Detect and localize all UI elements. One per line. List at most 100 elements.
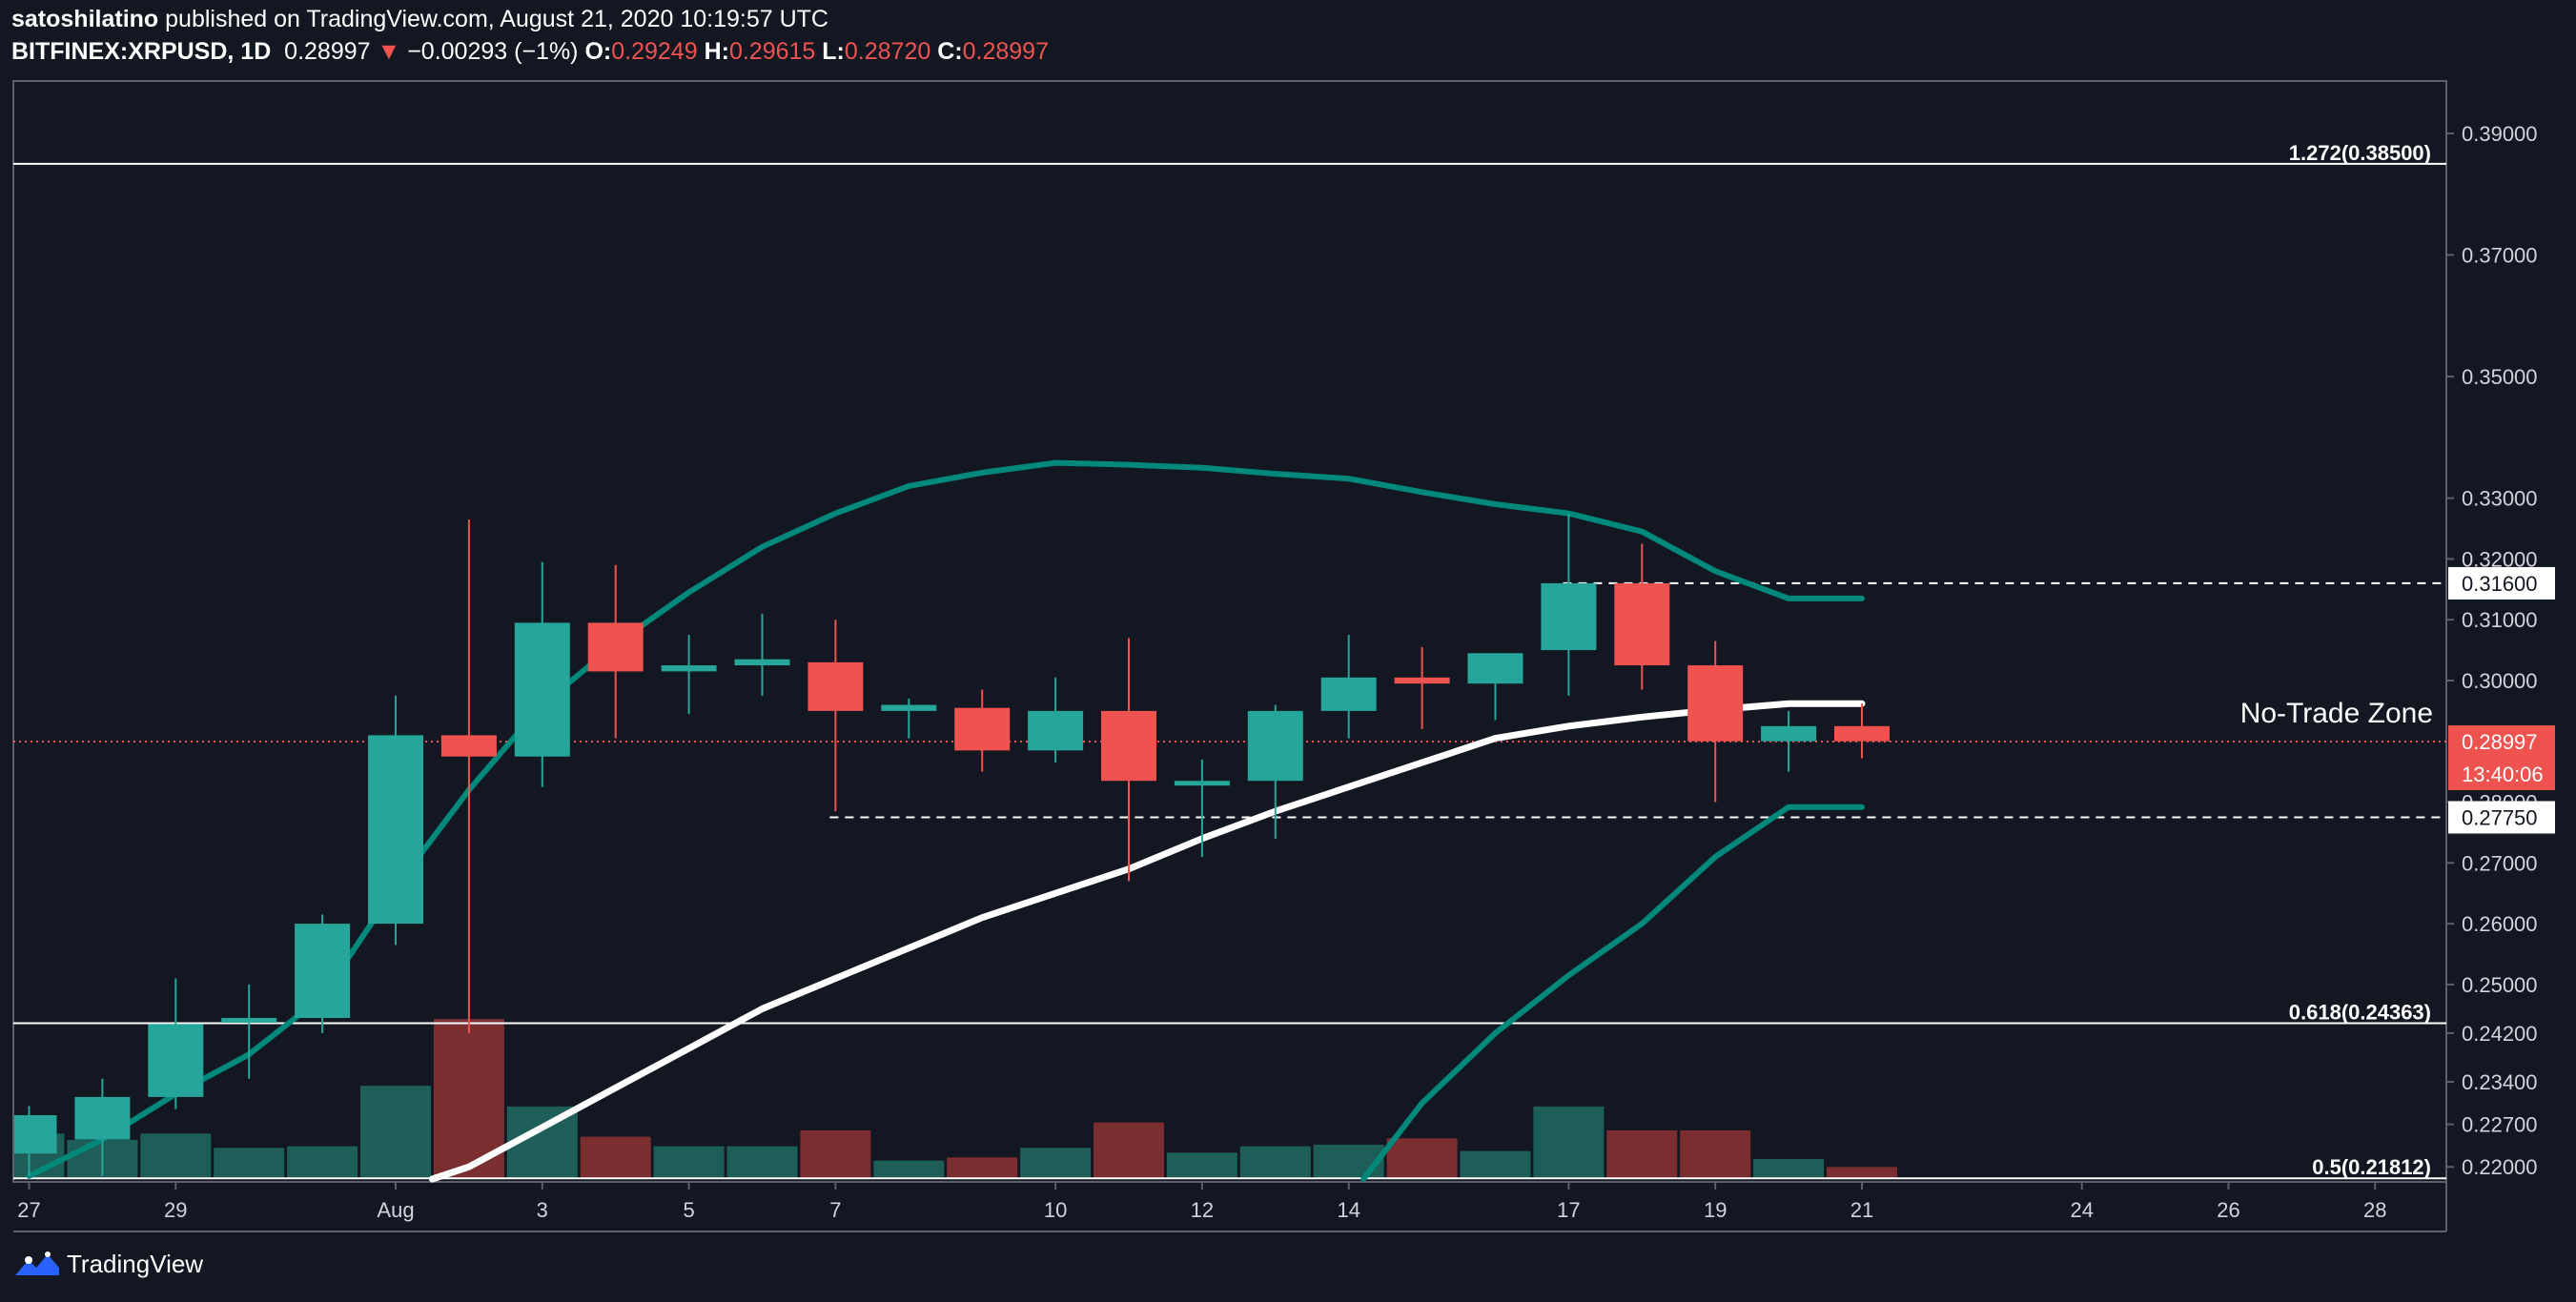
time-tick-label: Aug (377, 1198, 414, 1222)
volume-bar (1460, 1150, 1531, 1178)
price-tick-label: 0.30000 (2462, 669, 2538, 693)
tradingview-footer[interactable]: TradingView (13, 1250, 203, 1279)
down-arrow-icon: ▼ (377, 38, 401, 65)
candle-body (295, 924, 351, 1018)
time-tick-label: 24 (2070, 1198, 2093, 1222)
price-tick-label: 0.27000 (2462, 851, 2538, 875)
price-tick-label: 0.35000 (2462, 365, 2538, 389)
low-value: 0.28720 (844, 38, 931, 65)
candle-body (587, 622, 644, 672)
price-tick-label: 0.33000 (2462, 487, 2538, 511)
candle-body (1174, 781, 1230, 786)
last-price-tag-label: 0.28997 (2462, 730, 2538, 754)
candle-body (514, 622, 570, 757)
level-price-tag (2448, 801, 2555, 834)
candle-body (221, 1017, 277, 1023)
no-trade-zone-label: No-Trade Zone (2240, 698, 2433, 729)
price-tick-label: 0.22700 (2462, 1113, 2538, 1137)
volume-bar (140, 1133, 212, 1178)
price-tick-label: 0.23400 (2462, 1070, 2538, 1094)
fib-level-label: 1.272(0.38500) (2289, 141, 2431, 165)
volume-bar (1827, 1167, 1897, 1178)
volume-bar (800, 1129, 871, 1178)
open-value: 0.29249 (611, 38, 698, 65)
tradingview-logo-icon (15, 1251, 59, 1275)
candle-body (1834, 725, 1890, 742)
candle-body (1028, 710, 1084, 751)
level-price-tag (2448, 566, 2555, 600)
time-tick-label: 26 (2217, 1198, 2239, 1222)
high-value: 0.29615 (728, 38, 816, 65)
close-value: 0.28997 (962, 38, 1049, 65)
price-change: −0.00293 (−1%) (407, 38, 579, 65)
volume-bar (653, 1146, 725, 1178)
author-name[interactable]: satoshilatino (11, 6, 159, 32)
candle-body (1687, 665, 1744, 742)
candle-body (954, 707, 1011, 751)
time-tick-label: 28 (2363, 1198, 2386, 1222)
last-price: 0.28997 (284, 38, 371, 65)
volume-bar (1533, 1106, 1605, 1178)
volume-bar (580, 1136, 651, 1178)
candle-body (1247, 710, 1303, 782)
volume-bar (1606, 1129, 1678, 1178)
candle-body (881, 704, 937, 711)
price-tick-label: 0.22000 (2462, 1155, 2538, 1179)
publish-text: published on TradingView.com, August 21,… (158, 6, 828, 32)
low-label: L: (822, 38, 845, 65)
candle-body (1394, 677, 1450, 684)
candle-body (148, 1024, 204, 1097)
symbol-label[interactable]: BITFINEX:XRPUSD, 1D (11, 38, 272, 65)
bollinger-upper-band (26, 459, 1865, 1179)
high-label: H: (704, 38, 729, 65)
symbol-info: BITFINEX:XRPUSD, 1D 0.28997 ▼ −0.00293 (… (11, 38, 1049, 66)
time-tick-label: 14 (1337, 1198, 1360, 1222)
volume-bar (726, 1146, 798, 1178)
level-price-tag-label: 0.27750 (2462, 805, 2538, 829)
close-label: C: (937, 38, 963, 65)
time-tick-label: 10 (1044, 1198, 1067, 1222)
price-tick-label: 0.26000 (2462, 912, 2538, 936)
fib-level-label: 0.5(0.21812) (2312, 1155, 2431, 1179)
volume-bar (1239, 1146, 1311, 1178)
volume-bar (1313, 1144, 1384, 1178)
volume-bar (947, 1157, 1018, 1178)
volume-bar (287, 1146, 358, 1178)
candle-body (1541, 582, 1597, 651)
volume-bar (214, 1148, 285, 1178)
time-tick-label: 3 (537, 1198, 548, 1222)
price-tick-label: 0.37000 (2462, 244, 2538, 268)
price-tick-label: 0.25000 (2462, 973, 2538, 997)
time-tick-label: 29 (164, 1198, 187, 1222)
time-tick-label: 12 (1191, 1198, 1214, 1222)
volume-bar (1386, 1138, 1458, 1178)
time-tick-label: 7 (829, 1198, 841, 1222)
volume-bar (1094, 1122, 1164, 1178)
time-tick-label: 19 (1704, 1198, 1727, 1222)
publish-info: satoshilatino published on TradingView.c… (11, 6, 828, 33)
price-tick-label: 0.31000 (2462, 608, 2538, 632)
candle-body (1614, 582, 1670, 666)
volume-bar (1753, 1158, 1825, 1178)
candle-body (661, 665, 717, 672)
volume-bar (873, 1160, 945, 1178)
time-tick-label: 21 (1850, 1198, 1873, 1222)
open-label: O: (584, 38, 612, 65)
candle-body (74, 1096, 131, 1140)
time-tick-label: 17 (1557, 1198, 1580, 1222)
candle-body (734, 659, 790, 666)
level-price-tag-label: 0.31600 (2462, 572, 2538, 596)
price-tick-label: 0.24200 (2462, 1022, 2538, 1046)
candle-body (1101, 710, 1156, 782)
time-tick-label: 27 (17, 1198, 40, 1222)
fib-level-label: 0.618(0.24363) (2289, 1001, 2431, 1025)
countdown-label: 13:40:06 (2462, 763, 2544, 786)
last-price-tag (2448, 724, 2555, 790)
candle-body (808, 661, 864, 711)
price-tick-label: 0.39000 (2462, 122, 2538, 146)
volume-bar (1166, 1152, 1237, 1178)
plot-frame (12, 80, 2447, 1183)
candle-body (440, 735, 497, 757)
candle-body (14, 1115, 57, 1154)
